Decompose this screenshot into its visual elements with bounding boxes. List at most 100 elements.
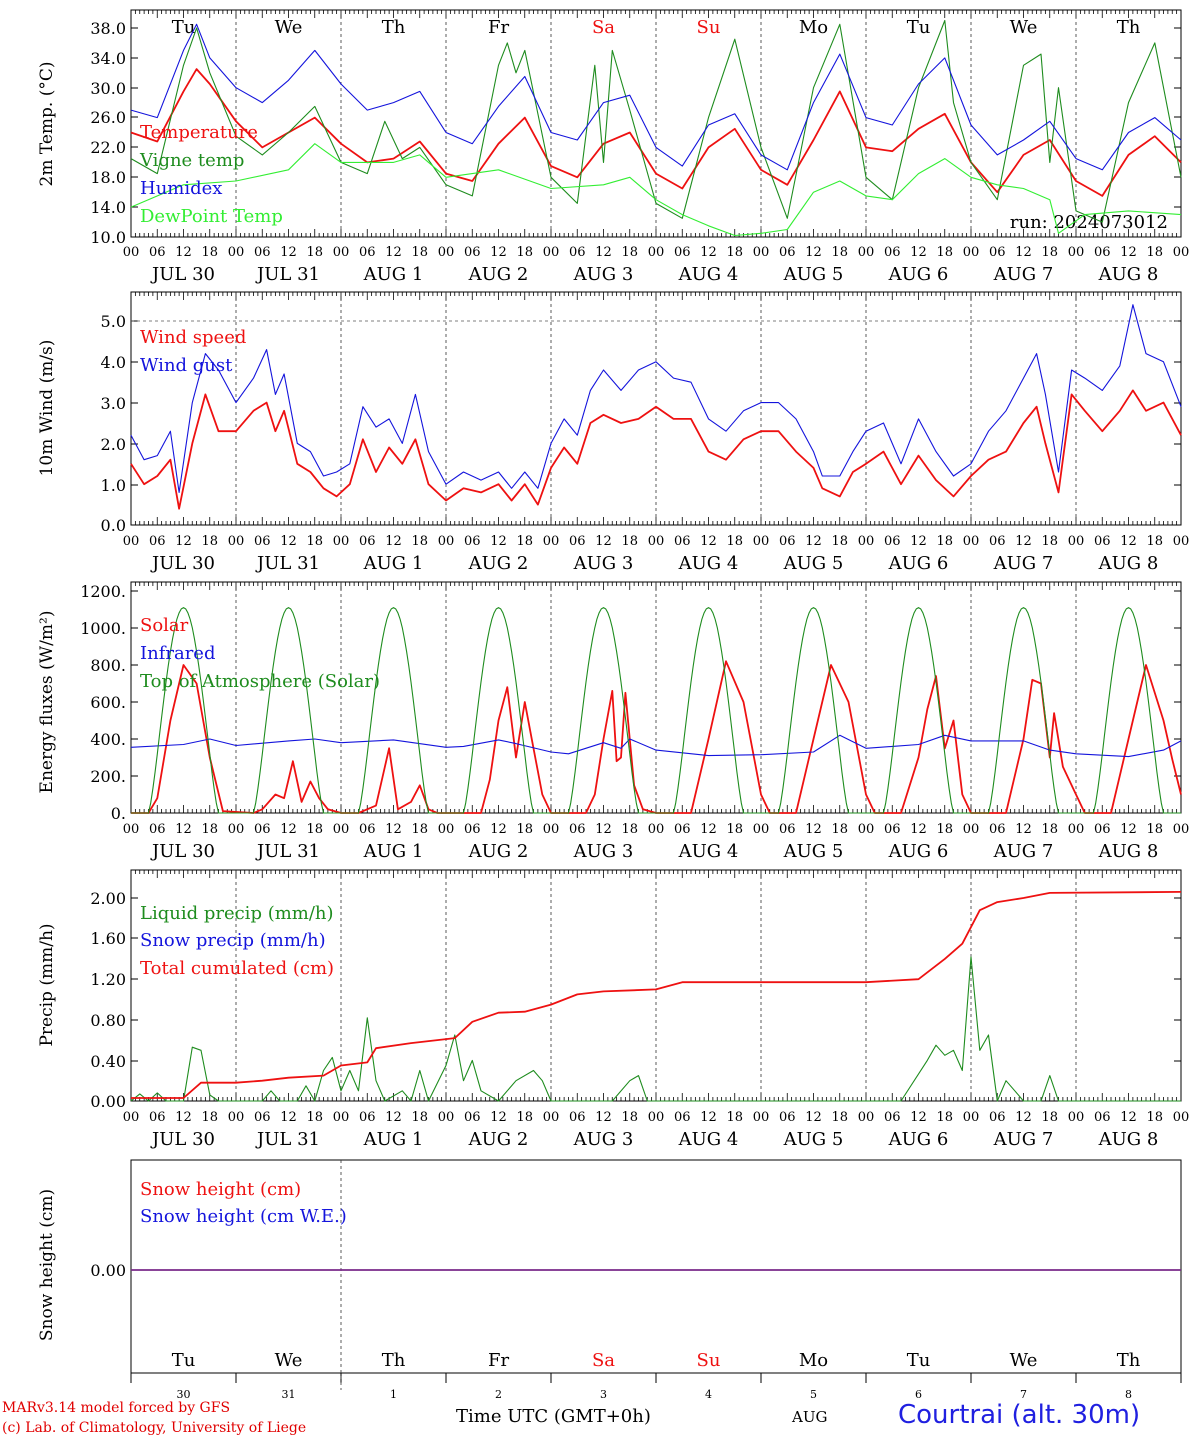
hour-tick-label: 12 — [700, 822, 717, 837]
weekday-top-4: Sa — [592, 17, 615, 38]
date-label-5: AUG 4 — [678, 1129, 739, 1150]
day-number-4: 3 — [600, 1388, 607, 1401]
hour-tick-label: 00 — [438, 822, 455, 837]
y-tick-label: 4.0 — [101, 353, 126, 372]
day-number-8: 7 — [1020, 1388, 1027, 1401]
y-tick-label: 1.0 — [101, 476, 126, 495]
hour-tick-label: 12 — [1120, 245, 1137, 260]
hour-tick-label: 00 — [123, 1110, 140, 1125]
hour-tick-label: 18 — [1041, 534, 1058, 549]
date-label-6: AUG 5 — [783, 1129, 844, 1150]
hour-tick-label: 12 — [385, 822, 402, 837]
hour-tick-label: 06 — [1094, 1110, 1111, 1125]
hour-tick-label: 06 — [779, 1110, 796, 1125]
hour-tick-label: 06 — [569, 822, 586, 837]
date-label-2: AUG 1 — [363, 841, 424, 862]
y-tick-label: 1200. — [80, 582, 126, 601]
hour-tick-label: 18 — [516, 245, 533, 260]
y-tick-label: 0.00 — [90, 1092, 126, 1111]
hour-tick-label: 06 — [674, 534, 691, 549]
y-axis-title: Precip (mm/h) — [37, 923, 57, 1046]
date-label-4: AUG 3 — [573, 553, 634, 574]
hour-tick-label: 00 — [648, 534, 665, 549]
y-axis-title: Energy fluxes (W/m²) — [37, 611, 57, 794]
weekday-top-6: Mo — [799, 17, 828, 38]
date-label-1: JUL 31 — [255, 841, 320, 862]
hour-tick-label: 00 — [963, 822, 980, 837]
hour-tick-label: 06 — [149, 1110, 166, 1125]
hour-tick-label: 12 — [1120, 822, 1137, 837]
date-label-0: JUL 30 — [150, 1129, 215, 1150]
series-solar — [131, 660, 1182, 814]
hour-tick-label: 06 — [1094, 534, 1111, 549]
day-number-3: 2 — [495, 1388, 502, 1401]
hour-tick-label: 18 — [306, 1110, 323, 1125]
series-dewpoint-temp — [130, 143, 1182, 237]
weekday-top-3: Fr — [488, 17, 509, 38]
hour-tick-label: 06 — [464, 1110, 481, 1125]
weekday-top-9: Th — [1117, 17, 1141, 38]
weekday-top-7: Tu — [907, 17, 931, 38]
hour-tick-label: 06 — [884, 534, 901, 549]
date-label-3: AUG 2 — [468, 1129, 529, 1150]
hour-tick-label: 12 — [280, 534, 297, 549]
y-tick-label: 200. — [90, 767, 126, 786]
hour-tick-label: 12 — [1120, 534, 1137, 549]
hour-tick-label: 00 — [1173, 245, 1190, 260]
weekday-top-2: Th — [382, 17, 406, 38]
hour-tick-label: 00 — [228, 534, 245, 549]
day-number-2: 1 — [390, 1388, 397, 1401]
y-tick-label: 0. — [111, 804, 126, 823]
hour-tick-label: 00 — [648, 822, 665, 837]
weekday-top-8: We — [1010, 17, 1038, 38]
legend-liquid-precip-mm-h-: Liquid precip (mm/h) — [140, 903, 334, 924]
date-label-3: AUG 2 — [468, 841, 529, 862]
hour-tick-label: 06 — [989, 534, 1006, 549]
weekday-bottom-0: Tu — [172, 1350, 196, 1371]
hour-tick-label: 12 — [805, 822, 822, 837]
series-liquid-precip-mm-h- — [130, 956, 1181, 1102]
hour-tick-label: 06 — [884, 822, 901, 837]
legend-temperature: Temperature — [140, 122, 258, 143]
hour-tick-label: 00 — [1173, 1110, 1190, 1125]
hour-tick-label: 18 — [1041, 1110, 1058, 1125]
hour-tick-label: 00 — [543, 245, 560, 260]
hour-tick-label: 00 — [438, 245, 455, 260]
hour-tick-label: 00 — [1068, 245, 1085, 260]
hour-tick-label: 12 — [700, 534, 717, 549]
y-tick-label: 0.40 — [90, 1052, 126, 1071]
date-label-0: JUL 30 — [150, 841, 215, 862]
hour-tick-label: 18 — [621, 245, 638, 260]
hour-tick-label: 18 — [201, 245, 218, 260]
hour-tick-label: 00 — [858, 1110, 875, 1125]
hour-tick-label: 18 — [1041, 245, 1058, 260]
hour-tick-label: 18 — [306, 245, 323, 260]
day-number-6: 5 — [810, 1388, 817, 1401]
series-top-of-atmosphere-solar — [131, 606, 1181, 814]
hour-tick-label: 06 — [254, 245, 271, 260]
hour-tick-label: 12 — [1120, 1110, 1137, 1125]
date-label-5: AUG 4 — [678, 553, 739, 574]
hour-tick-label: 00 — [963, 1110, 980, 1125]
date-label-4: AUG 3 — [573, 1129, 634, 1150]
hour-tick-label: 12 — [490, 534, 507, 549]
hour-tick-label: 00 — [753, 534, 770, 549]
date-label-7: AUG 6 — [888, 841, 949, 862]
hour-tick-label: 00 — [753, 1110, 770, 1125]
hour-tick-label: 06 — [359, 245, 376, 260]
hour-tick-label: 00 — [1068, 534, 1085, 549]
hour-tick-label: 06 — [464, 822, 481, 837]
hour-tick-label: 06 — [779, 245, 796, 260]
date-label-6: AUG 5 — [783, 264, 844, 285]
hour-tick-label: 00 — [333, 245, 350, 260]
hour-tick-label: 06 — [359, 822, 376, 837]
hour-tick-label: 12 — [1015, 1110, 1032, 1125]
hour-tick-label: 18 — [306, 822, 323, 837]
y-tick-label: 1.60 — [90, 929, 126, 948]
date-label-7: AUG 6 — [888, 1129, 949, 1150]
hour-tick-label: 18 — [831, 1110, 848, 1125]
day-number-7: 6 — [915, 1388, 922, 1401]
series-wind-speed — [130, 389, 1182, 510]
date-label-6: AUG 5 — [783, 841, 844, 862]
